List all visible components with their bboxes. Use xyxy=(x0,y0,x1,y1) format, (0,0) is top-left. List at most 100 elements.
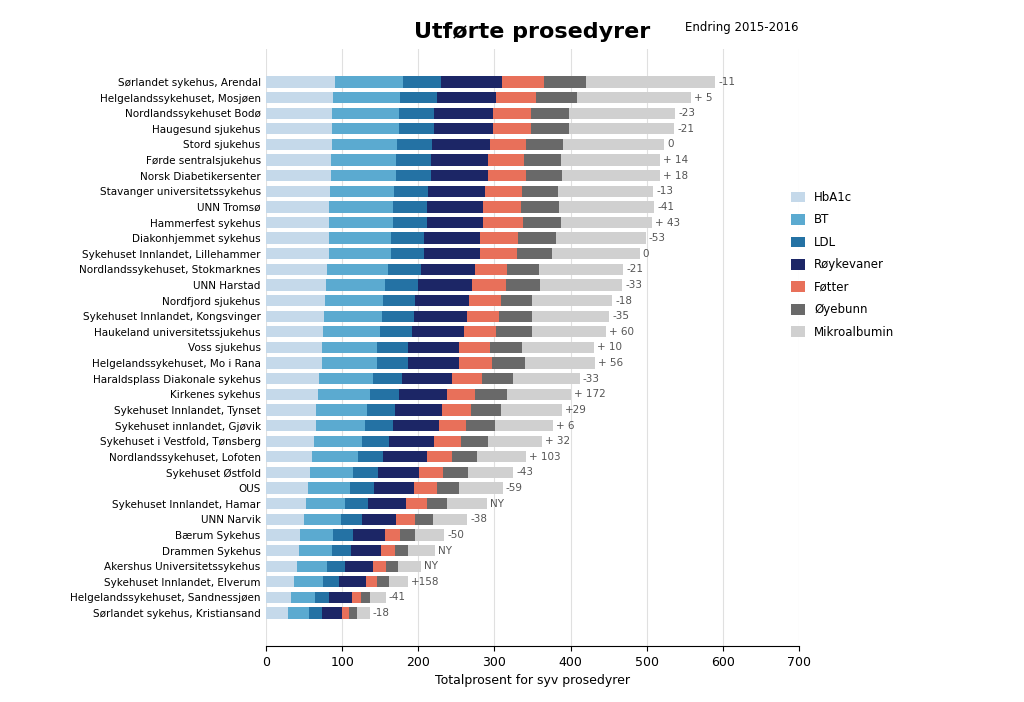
Text: -18: -18 xyxy=(615,296,633,305)
Bar xyxy=(480,248,516,259)
Bar xyxy=(452,373,482,385)
Bar xyxy=(373,373,402,385)
Bar xyxy=(496,420,553,431)
Text: + 103: + 103 xyxy=(529,452,561,462)
Bar xyxy=(381,545,395,556)
Bar xyxy=(322,342,377,353)
Bar xyxy=(306,498,345,510)
Bar xyxy=(569,123,674,134)
Bar xyxy=(294,576,323,588)
Bar xyxy=(483,217,522,228)
Bar xyxy=(493,123,531,134)
Bar xyxy=(332,139,397,150)
Text: 0: 0 xyxy=(667,140,674,150)
Bar xyxy=(480,232,518,244)
Bar xyxy=(300,529,333,541)
Bar xyxy=(502,404,562,416)
Bar xyxy=(266,248,329,259)
Bar xyxy=(374,482,414,494)
Bar xyxy=(496,92,537,103)
Bar xyxy=(266,326,324,338)
Bar xyxy=(400,92,436,103)
Bar xyxy=(385,529,400,541)
Bar xyxy=(266,342,322,353)
Bar xyxy=(345,498,369,510)
Bar xyxy=(434,123,493,134)
Bar xyxy=(266,310,324,322)
Text: -41: -41 xyxy=(389,592,406,602)
Bar xyxy=(392,217,427,228)
Bar xyxy=(316,404,367,416)
Bar xyxy=(402,373,452,385)
Bar xyxy=(352,592,361,603)
Bar xyxy=(531,123,569,134)
Bar xyxy=(266,139,332,150)
Text: + 14: + 14 xyxy=(663,155,688,165)
Bar xyxy=(322,357,377,369)
Bar xyxy=(369,498,407,510)
Bar xyxy=(341,514,362,525)
Bar xyxy=(430,170,487,181)
Bar xyxy=(485,185,522,197)
Bar xyxy=(522,185,558,197)
Bar xyxy=(537,92,577,103)
Text: -23: -23 xyxy=(679,108,695,118)
Bar xyxy=(398,107,434,119)
Bar xyxy=(266,232,329,244)
Bar xyxy=(392,201,427,213)
Bar xyxy=(266,404,316,416)
Bar xyxy=(414,310,467,322)
Bar xyxy=(333,92,400,103)
Bar xyxy=(531,326,606,338)
Bar xyxy=(353,467,378,478)
Bar xyxy=(513,373,580,385)
Bar xyxy=(496,326,531,338)
Bar xyxy=(409,545,435,556)
Bar xyxy=(266,592,291,603)
Bar xyxy=(335,77,403,88)
Bar xyxy=(439,420,466,431)
Bar xyxy=(436,92,496,103)
Bar xyxy=(397,139,432,150)
Text: -21: -21 xyxy=(626,265,643,274)
Bar xyxy=(389,576,408,588)
Text: -53: -53 xyxy=(649,233,666,243)
Bar xyxy=(493,357,525,369)
Text: 0: 0 xyxy=(643,249,649,259)
Bar xyxy=(460,482,503,494)
Bar xyxy=(525,357,595,369)
Bar xyxy=(329,232,391,244)
Bar xyxy=(378,467,419,478)
Bar xyxy=(266,389,318,400)
Bar xyxy=(461,436,487,447)
Bar xyxy=(489,139,526,150)
Bar xyxy=(522,217,560,228)
Text: + 32: + 32 xyxy=(546,436,570,446)
Bar xyxy=(507,264,540,275)
Bar xyxy=(382,310,414,322)
Bar xyxy=(433,514,467,525)
Bar xyxy=(395,170,430,181)
Bar xyxy=(493,107,531,119)
Bar xyxy=(266,467,309,478)
Bar xyxy=(329,248,391,259)
Bar xyxy=(427,201,483,213)
Bar xyxy=(552,248,640,259)
Bar xyxy=(318,389,370,400)
Bar xyxy=(466,420,496,431)
Bar xyxy=(521,201,559,213)
Bar xyxy=(361,592,371,603)
Bar xyxy=(380,326,412,338)
Text: NY: NY xyxy=(424,561,437,571)
Bar xyxy=(487,170,525,181)
Bar xyxy=(525,170,562,181)
Bar xyxy=(464,326,496,338)
Bar xyxy=(330,185,394,197)
Bar xyxy=(577,92,691,103)
Bar xyxy=(468,467,513,478)
Bar xyxy=(385,279,418,291)
Bar xyxy=(266,482,308,494)
Bar xyxy=(421,264,475,275)
Text: -35: -35 xyxy=(612,311,630,322)
Bar xyxy=(428,185,485,197)
